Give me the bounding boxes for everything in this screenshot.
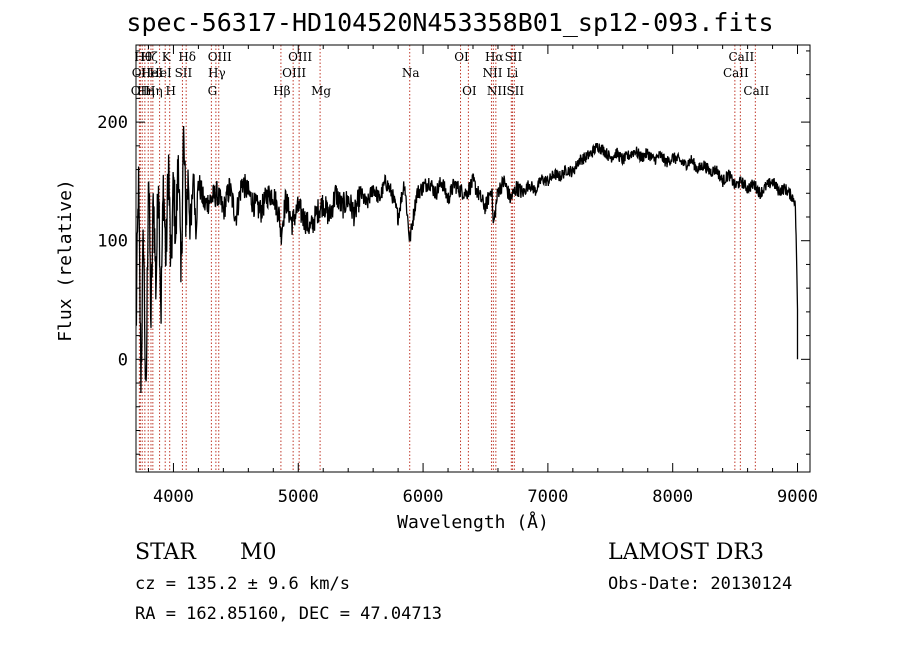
x-tick-label: 7000 bbox=[527, 487, 568, 507]
coordinates: RA = 162.85160, DEC = 47.04713 bbox=[135, 604, 443, 624]
object-subclass: M0 bbox=[240, 540, 277, 565]
x-tick-label: 8000 bbox=[652, 487, 693, 507]
spectral-line-label: Hγ bbox=[208, 66, 226, 80]
spectral-line-label: NII bbox=[482, 66, 502, 80]
spectral-line-label: SII bbox=[505, 50, 523, 64]
redshift-cz: cz = 135.2 ± 9.6 km/s bbox=[135, 574, 350, 594]
spectral-line-label: CaII bbox=[728, 50, 754, 64]
spectral-line-label: OIII bbox=[208, 50, 232, 64]
spectral-line-label: Hζ bbox=[141, 50, 158, 64]
spectral-line-label: OI bbox=[454, 50, 469, 64]
spectral-line-label: HeI bbox=[149, 66, 172, 80]
spectral-line-label: Hη bbox=[137, 84, 155, 98]
observation-date: Obs-Date: 20130124 bbox=[608, 574, 793, 594]
flux-series-line bbox=[135, 125, 799, 394]
y-axis-label: Flux (relative) bbox=[55, 179, 76, 342]
spectral-line-label: OIII bbox=[282, 66, 306, 80]
spectral-line-label: Hθ bbox=[134, 50, 152, 64]
spectral-line-label: SII bbox=[506, 84, 524, 98]
spectral-line-label: CaII bbox=[723, 66, 749, 80]
y-tick-label: 0 bbox=[118, 350, 128, 370]
x-tick-label: 5000 bbox=[278, 487, 319, 507]
spectral-line-label: HeI bbox=[141, 66, 164, 80]
x-axis-label: Wavelength (Å) bbox=[397, 511, 549, 533]
spectral-line-label: H bbox=[165, 84, 175, 98]
object-class: STAR bbox=[135, 540, 196, 565]
spectral-line-label: Mg bbox=[311, 84, 331, 98]
x-tick-label: 4000 bbox=[153, 487, 194, 507]
chart-title: spec-56317-HD104520N453358B01_sp12-093.f… bbox=[126, 8, 774, 37]
spectral-line-label: Hα bbox=[485, 50, 504, 64]
y-tick-label: 200 bbox=[97, 113, 128, 133]
spectral-line-label: CaII bbox=[743, 84, 769, 98]
spectral-line-label: NII bbox=[487, 84, 507, 98]
spectral-line-label: G bbox=[208, 84, 218, 98]
x-tick-label: 9000 bbox=[777, 487, 818, 507]
spectral-line-label: OI bbox=[462, 84, 477, 98]
spectral-line-label: Hη bbox=[145, 84, 163, 98]
spectral-line-label: Li bbox=[506, 66, 518, 80]
survey-name: LAMOST DR3 bbox=[608, 540, 764, 565]
plot-frame bbox=[135, 44, 811, 473]
spectral-line-label: OII bbox=[132, 66, 152, 80]
spectral-line-label: K bbox=[162, 50, 172, 64]
spectral-line-label: Hβ bbox=[273, 84, 290, 98]
y-tick-label: 100 bbox=[97, 232, 128, 252]
spectral-line-label: OIII bbox=[288, 50, 312, 64]
spectral-line-label: SII bbox=[175, 66, 193, 80]
spectral-line-label: Na bbox=[402, 66, 420, 80]
x-tick-label: 6000 bbox=[403, 487, 444, 507]
spectral-line-label: Hδ bbox=[178, 50, 196, 64]
